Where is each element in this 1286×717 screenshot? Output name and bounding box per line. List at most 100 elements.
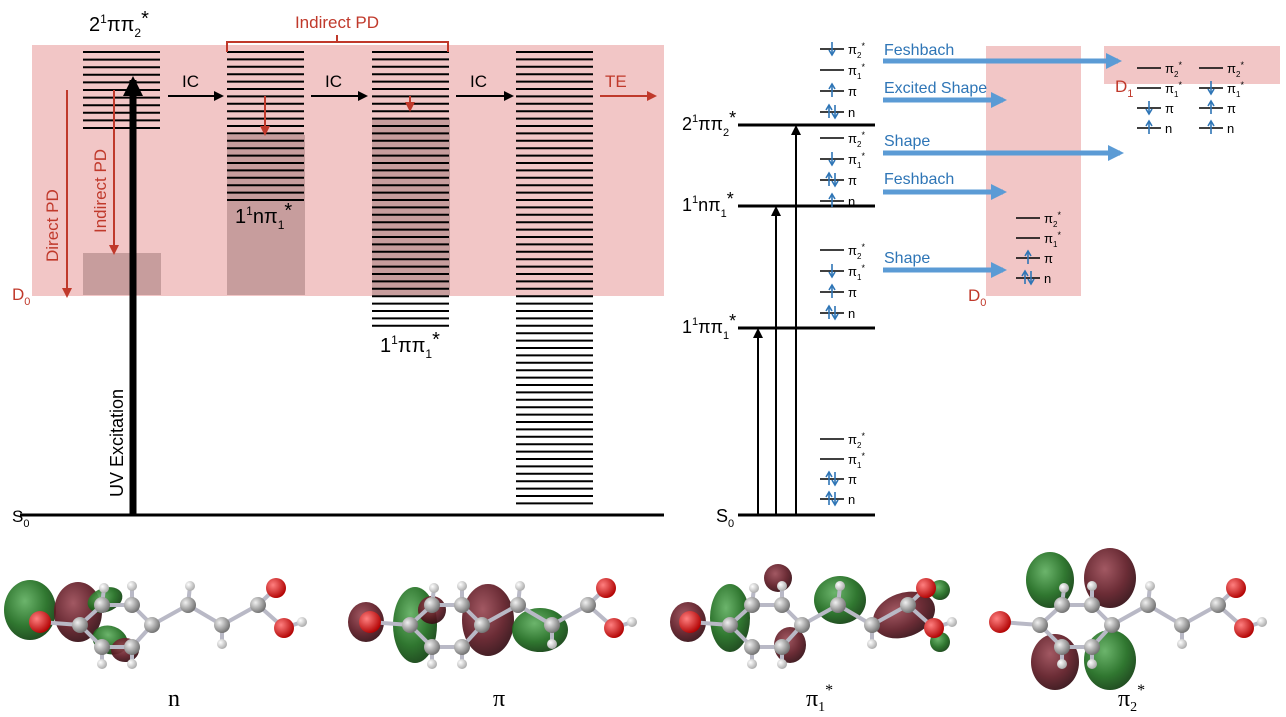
molecule-pi2 [989,548,1267,690]
orbital-level-label: n [848,105,855,120]
vibrational-level-stacks [83,51,593,505]
orbital-level-label: n [848,306,855,321]
orbital-level-label: π1* [848,451,865,470]
orbital-lobe-negative [1084,548,1136,608]
hydrogen-atom [747,659,757,669]
orbital-occupation-diagrams: π2*π1*πnπ2*π1*πnπ2*π1*πnπ2*π1*πnπ2*π1*πn… [820,41,1244,507]
resonance-label-5: Shape [884,250,930,267]
carbon-atom [180,597,196,613]
electron-spin-arrowhead [828,49,836,57]
left-panel: UV Excitation Direct PD Indirect PD D0 S… [12,8,664,530]
molecule-labels: n π π1* π2* [168,682,1145,715]
orbital-level-label: π1* [1165,80,1182,99]
rp-label-2pipi2: 21ππ2* [682,108,736,139]
electron-spin-arrowhead [825,490,833,498]
carbon-atom [1210,597,1226,613]
orbital-level-label: π1* [848,263,865,282]
electron-spin-arrowhead [825,470,833,478]
carbon-atom [1054,597,1070,613]
carbon-atom [744,597,760,613]
stack-1pipi1 [372,51,449,327]
hydrogen-atom [835,581,845,591]
carbon-atom [510,597,526,613]
orbital-level-label: n [848,194,855,209]
oxygen-atom [359,611,381,633]
mo-1npi1: π2* π1* πn [820,242,865,321]
ic-label-2: IC [325,72,342,91]
carbon-atom [424,597,440,613]
electron-spin-arrowhead [831,180,839,188]
resonance-label-1: Feshbach [884,42,954,59]
carbon-atom [722,617,738,633]
orbital-level-label: π [1044,251,1053,266]
carbon-atom [580,597,596,613]
hydrogen-atom [127,659,137,669]
hydrogen-atom [457,659,467,669]
ic-label-1: IC [182,72,199,91]
mo-d1-b: π2*π1* πn [1199,60,1244,136]
orbital-label-pi2: π2* [1118,682,1145,715]
hydrogen-atom [1145,581,1155,591]
orbital-level-label: π [1165,101,1174,116]
carbon-atom [124,597,140,613]
electron-spin-arrowhead [828,271,836,279]
orbital-label-pi: π [493,686,505,712]
hydrogen-atom [627,617,637,627]
direct-pd-label: Direct PD [43,189,62,262]
electron-spin-arrowhead [1207,99,1215,107]
electron-spin-arrowhead [831,499,839,507]
orbital-level-label: π1* [848,62,865,81]
d0-band-right [986,46,1081,296]
resonance-label-3: Shape [884,133,930,150]
orbital-level-label: π2* [1227,60,1244,79]
molecule-pi [348,578,637,669]
oxygen-atom [604,618,624,638]
te-label: TE [605,72,627,91]
state-label-2pipi2: 21ππ2* [89,8,149,40]
oxygen-atom [274,618,294,638]
electron-spin-arrowhead [831,313,839,321]
oxygen-atom [1234,618,1254,638]
rp-label-s0: S0 [716,506,734,530]
electron-spin-arrowhead [831,112,839,120]
rp-label-1npi1: 11nπ1* [682,189,734,220]
carbon-atom [830,597,846,613]
orbital-level-label: π2* [848,431,865,450]
carbon-atom [144,617,160,633]
carbon-atom [544,617,560,633]
orbital-level-label: π2* [1044,210,1061,229]
electron-spin-arrowhead [1024,249,1032,257]
molecule-n [4,578,307,669]
carbon-atom [744,639,760,655]
d0-label: D0 [12,285,30,308]
orbital-level-label: π1* [1044,230,1061,249]
hydrogen-atom [429,583,439,593]
carbon-atom [424,639,440,655]
orbital-level-label: π2* [848,242,865,261]
mo-d0: π2*π1* πn [1016,210,1061,286]
hydrogen-atom [1087,581,1097,591]
dark-region-1 [83,253,161,295]
carbon-atom [454,597,470,613]
hydrogen-atom [99,583,109,593]
hydrogen-atom [297,617,307,627]
hydrogen-atom [127,581,137,591]
electron-spin-arrowhead [828,82,836,90]
orbital-level-label: π2* [1165,60,1182,79]
hydrogen-atom [547,639,557,649]
hydrogen-atom [1057,659,1067,669]
rp-label-d0: D0 [968,286,986,309]
electron-spin-arrowhead [1207,88,1215,96]
electron-spin-arrowhead [828,192,836,200]
electron-spin-arrowhead [1145,119,1153,127]
uv-excitation-label: UV Excitation [107,389,127,497]
orbital-level-label: π [848,84,857,99]
indirect-pd-bracket-label: Indirect PD [295,13,379,32]
carbon-atom [774,639,790,655]
molecular-orbital-renderings [4,548,1267,690]
s0-label: S0 [12,507,29,530]
orbital-lobe-positive [4,580,56,640]
carbon-atom [1140,597,1156,613]
hydrogen-atom [947,617,957,627]
oxygen-atom [924,618,944,638]
